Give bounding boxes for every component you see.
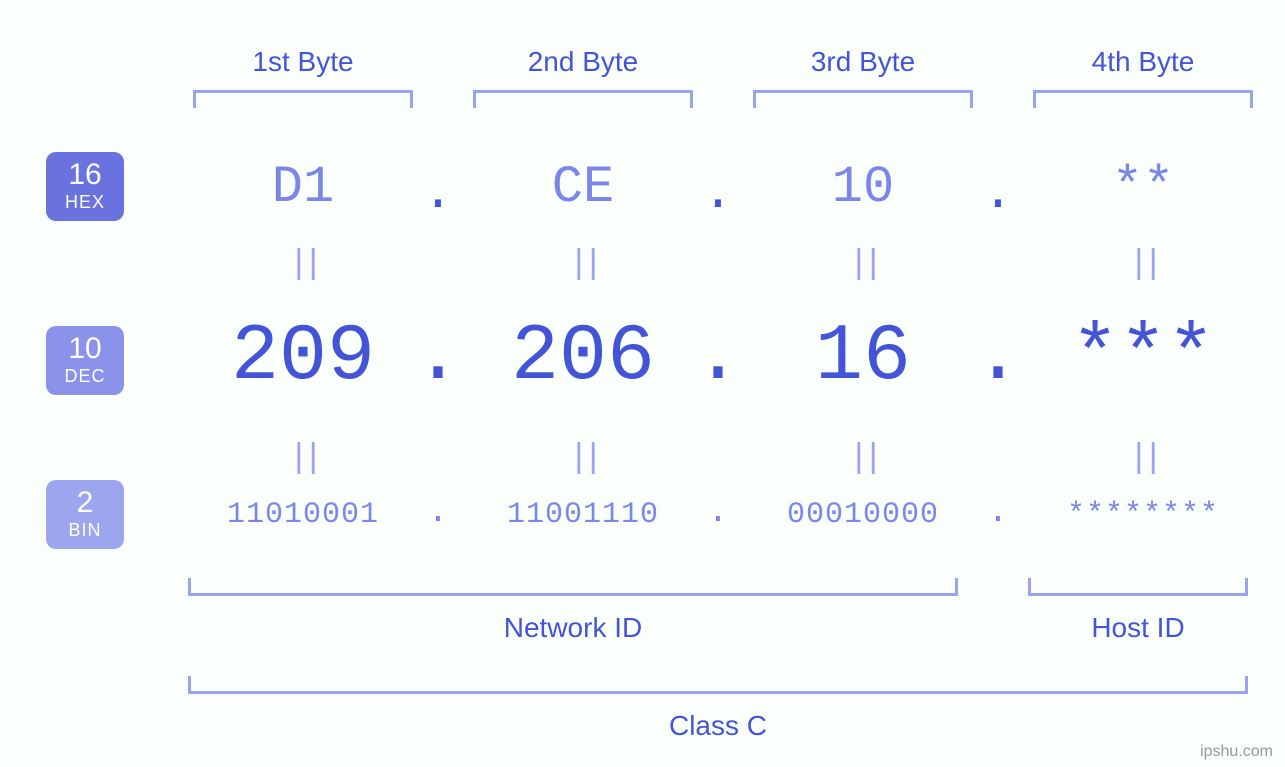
dec-byte-4: *** <box>1028 312 1258 403</box>
bin-dot-2: . <box>688 494 748 532</box>
hex-byte-2: CE <box>468 158 698 217</box>
base-badge-hex-num: 16 <box>68 158 101 191</box>
class-label: Class C <box>188 710 1248 742</box>
bin-byte-2: 11001110 <box>468 498 698 532</box>
base-badge-dec: 10 DEC <box>46 326 124 395</box>
dec-byte-2: 206 <box>468 312 698 403</box>
base-badge-bin: 2 BIN <box>46 480 124 549</box>
network-id-bracket <box>188 578 958 596</box>
equals-top-4: || <box>1028 246 1258 284</box>
base-badge-bin-num: 2 <box>77 486 94 519</box>
hex-byte-4: ** <box>1028 158 1258 217</box>
byte-bracket-4 <box>1033 90 1253 108</box>
base-badge-hex: 16 HEX <box>46 152 124 221</box>
bin-byte-3: 00010000 <box>748 498 978 532</box>
byte-bracket-2 <box>473 90 693 108</box>
dec-byte-1: 209 <box>188 312 418 403</box>
equals-bot-1: || <box>188 440 418 478</box>
byte-header-4: 4th Byte <box>1018 46 1268 78</box>
hex-dot-1: . <box>408 164 468 223</box>
equals-bot-4: || <box>1028 440 1258 478</box>
byte-bracket-1 <box>193 90 413 108</box>
bin-byte-4: ******** <box>1028 498 1258 532</box>
bin-dot-3: . <box>968 494 1028 532</box>
bin-dot-1: . <box>408 494 468 532</box>
bin-byte-1: 11010001 <box>188 498 418 532</box>
host-id-label: Host ID <box>1028 612 1248 644</box>
equals-bot-2: || <box>468 440 698 478</box>
byte-bracket-3 <box>753 90 973 108</box>
dec-dot-1: . <box>408 312 468 403</box>
watermark: ipshu.com <box>1200 743 1273 761</box>
base-badge-hex-label: HEX <box>65 193 105 213</box>
base-badge-dec-label: DEC <box>64 367 105 387</box>
equals-top-2: || <box>468 246 698 284</box>
byte-header-1: 1st Byte <box>178 46 428 78</box>
equals-top-1: || <box>188 246 418 284</box>
byte-header-2: 2nd Byte <box>458 46 708 78</box>
host-id-bracket <box>1028 578 1248 596</box>
class-bracket <box>188 676 1248 694</box>
byte-header-3: 3rd Byte <box>738 46 988 78</box>
equals-bot-3: || <box>748 440 978 478</box>
base-badge-dec-num: 10 <box>68 332 101 365</box>
dec-dot-3: . <box>968 312 1028 403</box>
dec-dot-2: . <box>688 312 748 403</box>
hex-dot-3: . <box>968 164 1028 223</box>
equals-top-3: || <box>748 246 978 284</box>
hex-dot-2: . <box>688 164 748 223</box>
hex-byte-3: 10 <box>748 158 978 217</box>
network-id-label: Network ID <box>188 612 958 644</box>
dec-byte-3: 16 <box>748 312 978 403</box>
base-badge-bin-label: BIN <box>68 521 101 541</box>
hex-byte-1: D1 <box>188 158 418 217</box>
